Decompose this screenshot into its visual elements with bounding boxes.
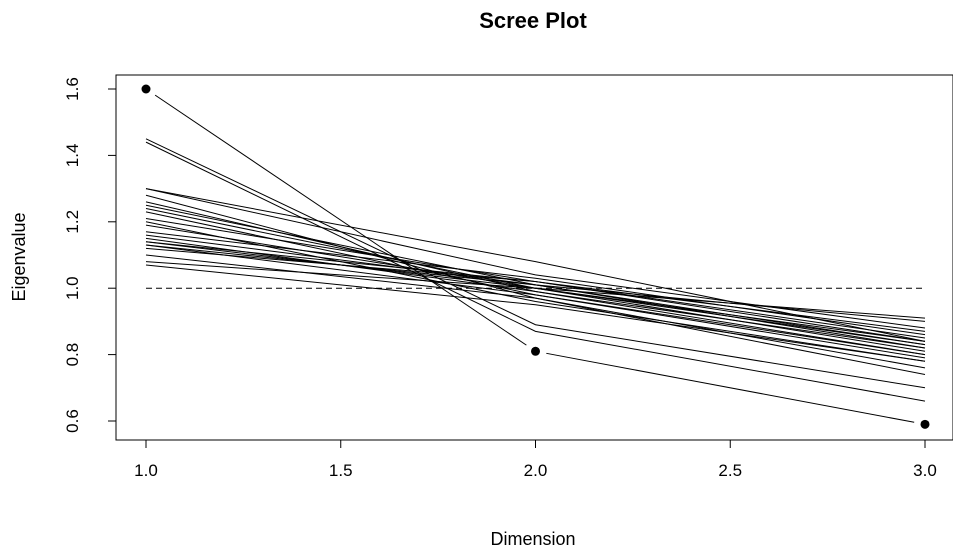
simulated-series-line-21 (145, 254, 926, 376)
x-axis-label: Dimension (490, 529, 575, 549)
observed-point-2 (531, 346, 540, 356)
y-tick-label: 1.0 (63, 276, 82, 300)
y-axis-ticks: 0.6 0.8 1.0 1.2 1.4 1.6 (63, 77, 116, 433)
y-tick-label: 0.8 (63, 343, 82, 367)
observed-series-segment-1 (154, 94, 527, 346)
observed-point-3 (920, 419, 930, 429)
simulated-series-line-3 (145, 188, 926, 342)
simulated-series-line-22 (145, 261, 926, 319)
x-tick-label: 2.0 (524, 461, 548, 480)
chart-title: Scree Plot (479, 8, 587, 33)
simulated-series-line-18 (145, 244, 926, 322)
y-tick-label: 1.4 (63, 144, 82, 168)
x-tick-label: 1.5 (329, 461, 353, 480)
x-tick-label: 3.0 (913, 461, 937, 480)
observed-series-segment-2 (546, 352, 915, 423)
x-tick-label: 2.5 (718, 461, 742, 480)
simulated-series-line-2 (145, 141, 926, 402)
simulated-series-line-15 (145, 237, 926, 349)
simulated-series-line-10 (145, 217, 926, 342)
simulated-series-line-23 (145, 264, 926, 362)
y-tick-label: 1.2 (63, 210, 82, 234)
simulated-series-line-20 (145, 247, 926, 332)
y-axis-label: Eigenvalue (9, 212, 29, 301)
simulated-series-line-13 (145, 231, 926, 336)
simulated-series-line-19 (145, 244, 926, 356)
observed-point-1 (141, 84, 151, 94)
simulated-series-line-1 (145, 138, 926, 389)
x-tick-label: 1.0 (134, 461, 158, 480)
simulated-series-line-11 (145, 221, 926, 362)
simulated-series-line-4 (145, 188, 926, 329)
y-tick-label: 1.6 (63, 77, 82, 101)
x-axis-ticks: 1.0 1.5 2.0 2.5 3.0 (134, 439, 937, 480)
y-tick-label: 0.6 (63, 409, 82, 433)
observed-series-layer (141, 84, 930, 429)
series-layer (145, 138, 926, 402)
